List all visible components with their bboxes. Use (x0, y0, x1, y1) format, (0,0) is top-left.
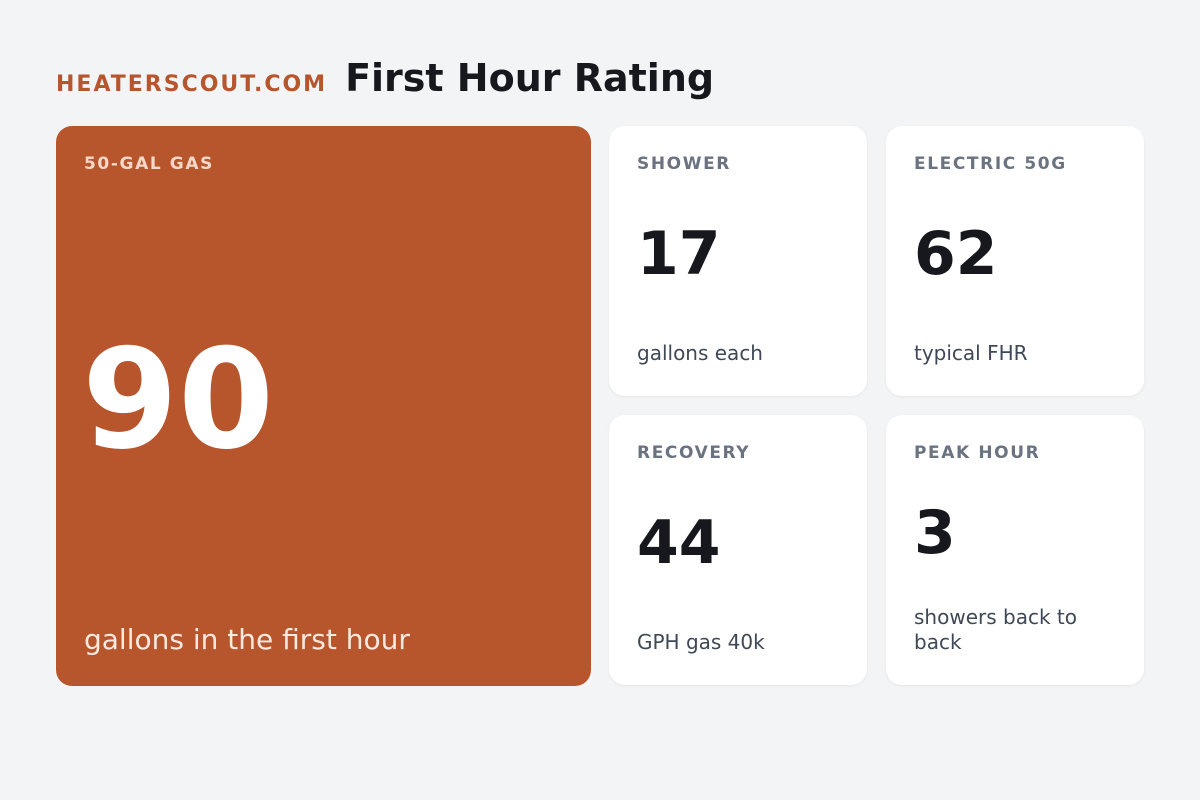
hero-label: 50-GAL GAS (84, 154, 214, 174)
stat-card-peak-hour: PEAK HOUR 3 showers back to back (886, 415, 1144, 685)
stat-value: 44 (637, 508, 721, 578)
header: HEATERSCOUT.COM First Hour Rating (56, 56, 714, 100)
hero-card: 50-GAL GAS 90 gallons in the first hour (56, 126, 591, 686)
page-title: First Hour Rating (345, 56, 715, 100)
stat-value: 17 (637, 219, 721, 289)
stat-label: ELECTRIC 50G (914, 154, 1067, 174)
stat-caption: gallons each (637, 341, 763, 365)
stat-card-recovery: RECOVERY 44 GPH gas 40k (609, 415, 867, 685)
hero-value: 90 (82, 319, 275, 480)
stat-card-electric-50g: ELECTRIC 50G 62 typical FHR (886, 126, 1144, 396)
stat-label: RECOVERY (637, 443, 751, 463)
brand-name[interactable]: HEATERSCOUT.COM (56, 72, 328, 97)
stat-caption: GPH gas 40k (637, 630, 765, 654)
stat-caption: showers back to back (914, 605, 1077, 654)
stat-card-shower: SHOWER 17 gallons each (609, 126, 867, 396)
stat-caption: typical FHR (914, 341, 1028, 365)
stat-value: 3 (914, 498, 956, 568)
hero-caption: gallons in the first hour (84, 623, 410, 656)
stat-label: SHOWER (637, 154, 731, 174)
stat-label: PEAK HOUR (914, 443, 1041, 463)
stat-value: 62 (914, 219, 998, 289)
